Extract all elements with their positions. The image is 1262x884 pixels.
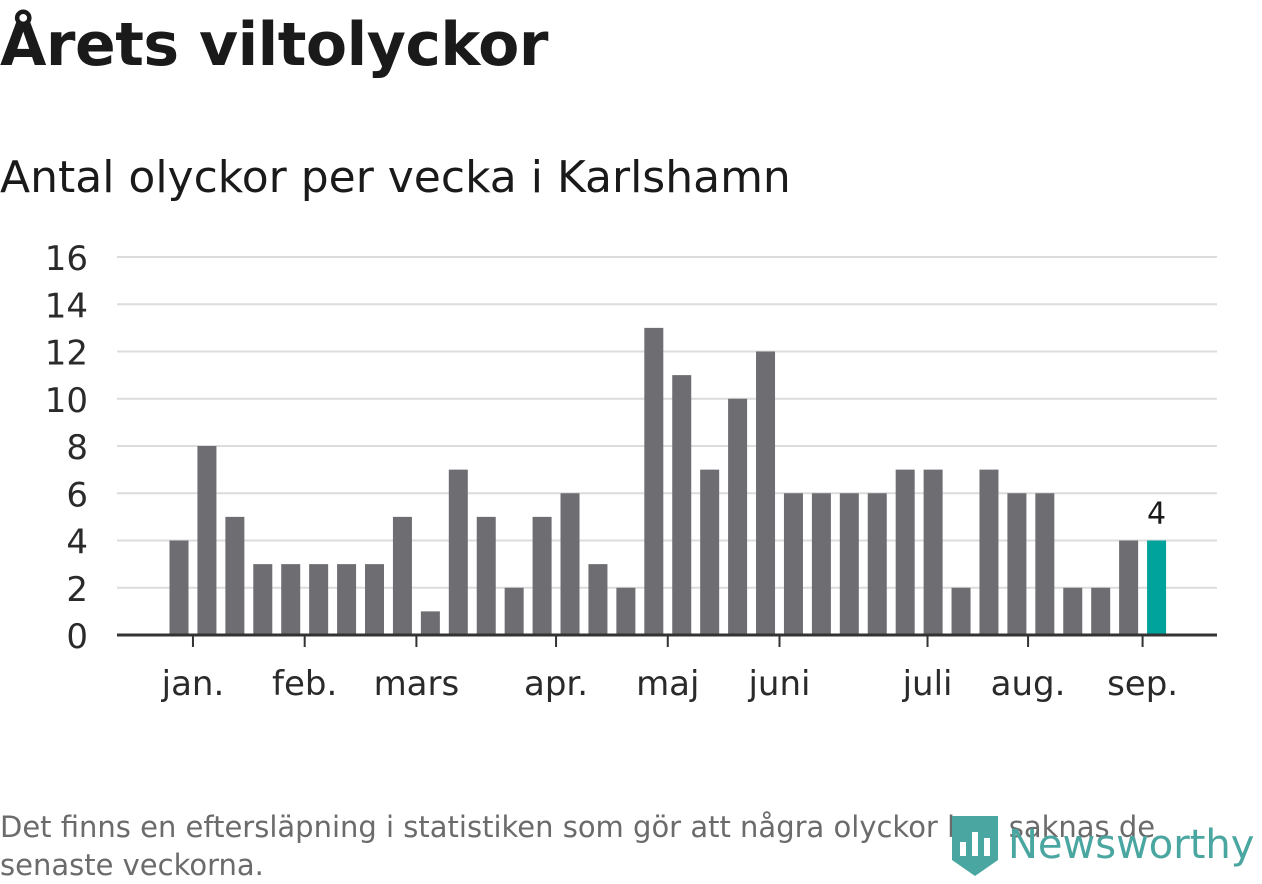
- bar: [672, 375, 692, 635]
- x-tick-label: maj: [636, 664, 699, 704]
- bar: [811, 493, 831, 635]
- bar: [783, 493, 803, 635]
- bar: [951, 587, 971, 635]
- x-tick-label: feb.: [272, 664, 337, 704]
- bar: [253, 564, 273, 635]
- bar: [392, 516, 412, 635]
- chart-subtitle: Antal olyckor per vecka i Karlshamn: [0, 152, 791, 203]
- bar: [309, 564, 329, 635]
- y-axis-ticks: 0 2 4 6 8 10 12 14 16: [45, 239, 88, 657]
- y-tick-label: 0: [66, 617, 88, 657]
- bar: [839, 493, 859, 635]
- highlight-value-label: 4: [1147, 497, 1166, 532]
- bar: [588, 564, 608, 635]
- bar: [1035, 493, 1055, 635]
- bar: [448, 469, 468, 635]
- y-tick-label: 2: [66, 570, 88, 610]
- brand-name: Newsworthy: [1008, 822, 1255, 868]
- bar: [979, 469, 999, 635]
- bar: [225, 516, 245, 635]
- brand-logo: Newsworthy: [950, 810, 1254, 880]
- y-tick-label: 4: [66, 523, 88, 563]
- bar: [281, 564, 301, 635]
- bar: [420, 611, 440, 635]
- bar: [1007, 493, 1027, 635]
- bar: [504, 587, 524, 635]
- bar: [560, 493, 580, 635]
- chart-title: Årets viltolyckor: [0, 10, 549, 80]
- x-tick-label: juni: [747, 664, 810, 704]
- bar-chart-logo-icon: [952, 816, 998, 876]
- gridlines: [117, 256, 1217, 589]
- bar: [895, 469, 915, 635]
- bar: [923, 469, 943, 635]
- bars: [169, 327, 1167, 635]
- bar: [728, 398, 748, 635]
- bar: [1119, 540, 1139, 635]
- x-tick-label: jan.: [161, 664, 225, 704]
- bar: [337, 564, 357, 635]
- y-tick-label: 8: [66, 428, 88, 468]
- x-tick-label: apr.: [524, 664, 588, 704]
- bar: [169, 540, 189, 635]
- bar: [616, 587, 636, 635]
- bar: [867, 493, 887, 635]
- bar: [700, 469, 720, 635]
- bar: [197, 446, 217, 635]
- highlight-bar: [1147, 540, 1167, 635]
- bar: [365, 564, 385, 635]
- x-axis: jan. feb. mars apr. maj juni juli aug. sep.: [117, 633, 1217, 704]
- bar: [1063, 587, 1083, 635]
- data-labels: 4: [1147, 497, 1166, 532]
- y-tick-label: 6: [66, 475, 88, 515]
- bar: [756, 351, 776, 635]
- y-tick-label: 16: [45, 239, 88, 279]
- y-tick-label: 14: [45, 286, 88, 326]
- y-tick-label: 10: [45, 381, 88, 421]
- x-tick-label: juli: [902, 664, 953, 704]
- bar: [532, 516, 552, 635]
- x-tick-label: sep.: [1107, 664, 1178, 704]
- y-tick-label: 12: [45, 334, 88, 374]
- bar: [644, 327, 664, 635]
- x-tick-label: mars: [374, 664, 460, 704]
- bar: [1091, 587, 1111, 635]
- x-tick-label: aug.: [991, 664, 1066, 704]
- bar: [476, 516, 496, 635]
